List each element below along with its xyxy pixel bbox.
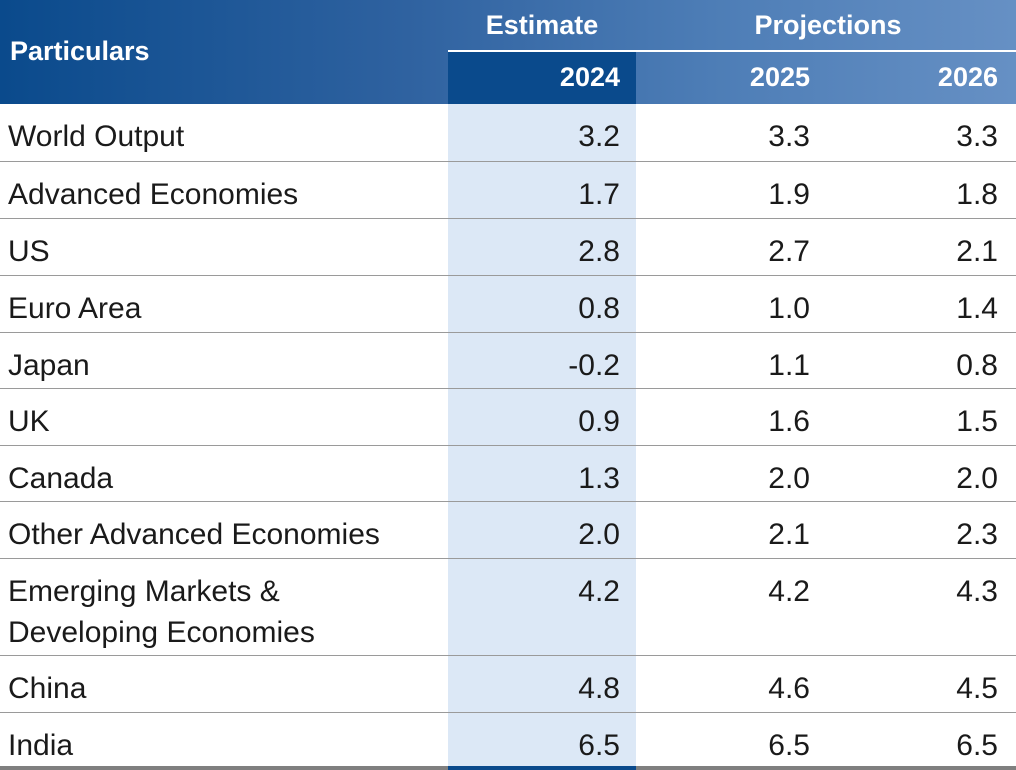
value-2026: 4.3 bbox=[956, 575, 998, 608]
row-label: Emerging Markets & Developing Economies bbox=[8, 575, 315, 649]
value-2025: 2.7 bbox=[768, 235, 810, 268]
value-2025: 1.6 bbox=[768, 405, 810, 438]
row-label: US bbox=[8, 235, 50, 268]
row-label: World Output bbox=[8, 120, 185, 153]
value-2025: 4.2 bbox=[768, 575, 810, 608]
value-2024: 2.8 bbox=[578, 235, 620, 268]
value-2026: 1.4 bbox=[956, 292, 998, 325]
table-bottom-rule-estimate bbox=[448, 766, 636, 770]
table-row: Advanced Economies 1.7 1.9 1.8 bbox=[0, 162, 1016, 219]
table-header: Particulars Estimate Projections 2024 20… bbox=[0, 0, 1016, 104]
table-row: Japan -0.2 1.1 0.8 bbox=[0, 333, 1016, 389]
value-2025: 2.0 bbox=[768, 462, 810, 495]
estimate-header: Estimate bbox=[485, 10, 599, 40]
value-2026: 1.5 bbox=[956, 405, 998, 438]
value-2025: 1.0 bbox=[768, 292, 810, 325]
value-2024: 4.8 bbox=[578, 672, 620, 705]
value-2026: 1.8 bbox=[956, 178, 998, 211]
value-2024: 0.9 bbox=[578, 405, 620, 438]
value-2024: 1.3 bbox=[578, 462, 620, 495]
table-row: World Output 3.2 3.3 3.3 bbox=[0, 104, 1016, 162]
value-2026: 2.1 bbox=[956, 235, 998, 268]
table-row: Emerging Markets & Developing Economies 4… bbox=[0, 559, 1016, 656]
year-2025-header: 2025 bbox=[749, 62, 810, 92]
value-2026: 3.3 bbox=[956, 120, 998, 153]
value-2024: 1.7 bbox=[578, 178, 620, 211]
table-row: China 4.8 4.6 4.5 bbox=[0, 656, 1016, 713]
value-2026: 0.8 bbox=[956, 349, 998, 382]
value-2024: -0.2 bbox=[568, 349, 620, 382]
row-label: Other Advanced Economies bbox=[8, 518, 380, 551]
table-row: US 2.8 2.7 2.1 bbox=[0, 219, 1016, 276]
value-2025: 6.5 bbox=[768, 729, 810, 762]
value-2026: 2.3 bbox=[956, 518, 998, 551]
table-row: UK 0.9 1.6 1.5 bbox=[0, 389, 1016, 446]
particulars-header: Particulars bbox=[10, 36, 150, 66]
row-label: India bbox=[8, 729, 74, 762]
value-2025: 3.3 bbox=[768, 120, 810, 153]
value-2024: 3.2 bbox=[578, 120, 620, 153]
value-2026: 2.0 bbox=[956, 462, 998, 495]
value-2024: 2.0 bbox=[578, 518, 620, 551]
value-2025: 1.9 bbox=[768, 178, 810, 211]
value-2025: 4.6 bbox=[768, 672, 810, 705]
year-2026-header: 2026 bbox=[937, 62, 998, 92]
row-label: Advanced Economies bbox=[8, 178, 299, 211]
year-2024-highlight bbox=[448, 52, 636, 104]
table-row: Other Advanced Economies 2.0 2.1 2.3 bbox=[0, 502, 1016, 559]
row-label: Canada bbox=[8, 462, 114, 495]
value-2026: 4.5 bbox=[956, 672, 998, 705]
value-2025: 2.1 bbox=[768, 518, 810, 551]
table-row: India 6.5 6.5 6.5 bbox=[0, 713, 1016, 769]
year-2024-header: 2024 bbox=[559, 62, 620, 92]
row-label: Euro Area bbox=[8, 292, 142, 325]
value-2026: 6.5 bbox=[956, 729, 998, 762]
projections-header: Projections bbox=[754, 10, 902, 40]
row-label: Japan bbox=[8, 349, 90, 382]
value-2024: 0.8 bbox=[578, 292, 620, 325]
value-2024: 4.2 bbox=[578, 575, 620, 608]
row-label: UK bbox=[8, 405, 50, 438]
value-2025: 1.1 bbox=[768, 349, 810, 382]
row-label: China bbox=[8, 672, 87, 705]
table-row: Euro Area 0.8 1.0 1.4 bbox=[0, 276, 1016, 333]
value-2024: 6.5 bbox=[578, 729, 620, 762]
table-row: Canada 1.3 2.0 2.0 bbox=[0, 446, 1016, 502]
header-divider bbox=[448, 50, 1016, 52]
